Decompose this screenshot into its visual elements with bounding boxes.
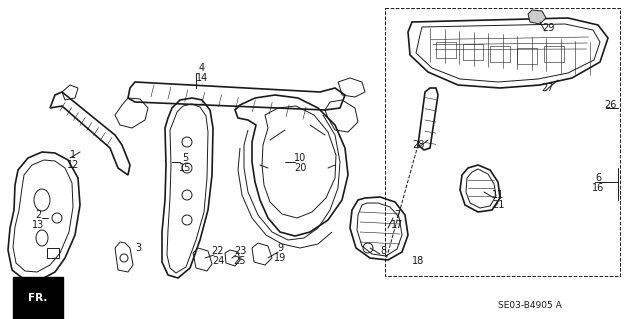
Text: 26: 26 [604,100,616,110]
Text: 15: 15 [179,163,191,173]
Bar [385,8,620,276]
Text: 14: 14 [196,73,208,83]
Text: 20: 20 [294,163,306,173]
Text: 29: 29 [542,23,554,33]
Text: SE03-B4905 A: SE03-B4905 A [498,300,562,309]
Text: FR.: FR. [28,293,48,303]
Text: 23: 23 [234,246,246,256]
Text: 10: 10 [294,153,306,163]
Text: 9: 9 [277,243,283,253]
Text: 4: 4 [199,63,205,73]
Text: 13: 13 [32,220,44,230]
Text: 3: 3 [135,243,141,253]
Text: 28: 28 [412,140,424,150]
Text: 27: 27 [541,83,554,93]
Text: 7: 7 [394,210,400,220]
Text: 2: 2 [35,210,41,220]
Text: 18: 18 [412,256,424,266]
Text: 16: 16 [592,183,604,193]
Text: 22: 22 [212,246,224,256]
Text: 11: 11 [492,190,504,200]
Text: 25: 25 [234,256,246,266]
Text: 12: 12 [67,160,79,170]
FancyArrowPatch shape [26,292,40,305]
Text: 21: 21 [492,200,504,210]
Text: 8: 8 [380,246,386,256]
Text: 5: 5 [182,153,188,163]
Text: 1: 1 [70,150,76,160]
Polygon shape [528,10,546,24]
Text: 17: 17 [391,220,403,230]
Text: 19: 19 [274,253,286,263]
Text: 6: 6 [595,173,601,183]
Text: 24: 24 [212,256,224,266]
